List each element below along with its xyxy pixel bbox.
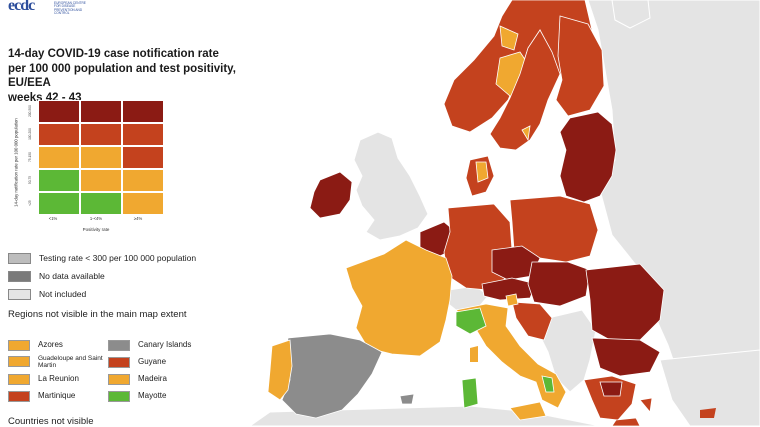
region-martinique: Martinique: [8, 391, 118, 403]
region-label: La Reunion: [38, 374, 79, 383]
region-azores: Azores: [8, 340, 118, 352]
matrix-y-tick: 50-75: [28, 175, 32, 185]
region-label: Mayotte: [138, 391, 167, 400]
matrix-x-axis-label: Positivity rate: [82, 227, 110, 232]
matrix-cell: [38, 100, 80, 123]
region-swatch: [108, 357, 130, 368]
map-title: 14-day COVID-19 case notification rate p…: [8, 47, 278, 105]
matrix-cell: [80, 169, 122, 192]
ecdc-logo: ecdc EUROPEAN CENTRE FOR DISEASE PREVENT…: [8, 0, 86, 18]
legend-label: Testing rate < 300 per 100 000 populatio…: [39, 253, 197, 263]
matrix-cell: [122, 146, 164, 169]
region-label: Guadeloupe and Saint Martin: [38, 355, 103, 369]
region-canary-islands: Canary Islands: [108, 340, 228, 352]
matrix-y-tick: 200-500: [28, 105, 32, 117]
matrix-cell: [80, 100, 122, 123]
region-swatch: [8, 340, 30, 351]
region-guadeloupe: Guadeloupe and Saint Martin: [8, 355, 118, 370]
iberia: [267, 333, 415, 419]
matrix-cell: [80, 146, 122, 169]
ecdc-logo-mark: ecdc: [8, 0, 35, 14]
region-swatch: [108, 374, 130, 385]
rate-positivity-matrix: 14-day notification rate per 100 000 pop…: [8, 100, 168, 240]
legend-swatch: [8, 271, 31, 282]
region-mayotte: Mayotte: [108, 391, 228, 403]
matrix-x-tick: <1%: [48, 216, 58, 221]
central-europe: [419, 195, 665, 426]
matrix-y-tick: <25: [28, 200, 32, 206]
corsica: [470, 346, 478, 362]
matrix-cell: [38, 192, 80, 215]
region-label: Guyane: [138, 357, 167, 366]
legend-swatch: [8, 289, 31, 300]
matrix-cell: [80, 123, 122, 146]
matrix-cell: [38, 123, 80, 146]
region-swatch: [8, 391, 30, 402]
matrix-x-tick: ≥4%: [133, 216, 143, 221]
legend-label: Not included: [39, 289, 87, 299]
legend-swatch: [8, 253, 31, 264]
matrix-cell: [122, 123, 164, 146]
cyprus: [700, 408, 716, 418]
matrix-y-tick: 75-150: [28, 152, 32, 162]
region-label: Martinique: [38, 391, 76, 400]
matrix-cell: [38, 146, 80, 169]
matrix-y-tick: 100-200: [28, 128, 32, 140]
italy: [455, 303, 567, 421]
matrix-cell: [122, 100, 164, 123]
region-swatch: [108, 391, 130, 402]
region-guyane: Guyane: [108, 357, 228, 369]
legend-label: No data available: [39, 271, 105, 281]
countries-not-visible-note: Countries not visible: [8, 416, 94, 427]
region-swatch: [108, 340, 130, 351]
ireland: [309, 171, 353, 219]
matrix-cell: [122, 169, 164, 192]
matrix-cell: [80, 192, 122, 215]
ecdc-logo-org: EUROPEAN CENTRE FOR DISEASE PREVENTION A…: [54, 1, 86, 16]
region-swatch: [8, 356, 30, 367]
region-madeira: Madeira: [108, 374, 228, 386]
title-line-2: per 100 000 population and test positivi…: [8, 62, 236, 90]
france: [345, 239, 453, 357]
baltic-states: [559, 111, 617, 203]
matrix-x-tick: 1-<4%: [89, 216, 103, 221]
region-label: Canary Islands: [138, 340, 192, 349]
region-label: Madeira: [138, 374, 167, 383]
regions-title: Regions not visible in the main map exte…: [8, 309, 187, 320]
matrix-cell: [122, 192, 164, 215]
region-label: Azores: [38, 340, 63, 349]
matrix-y-axis-label: 14-day notification rate per 100 000 pop…: [13, 118, 19, 207]
region-la-reunion: La Reunion: [8, 374, 118, 386]
matrix-cell: [38, 169, 80, 192]
title-line-1: 14-day COVID-19 case notification rate: [8, 48, 219, 60]
region-swatch: [8, 374, 30, 385]
nordic-countries: [443, 0, 605, 197]
